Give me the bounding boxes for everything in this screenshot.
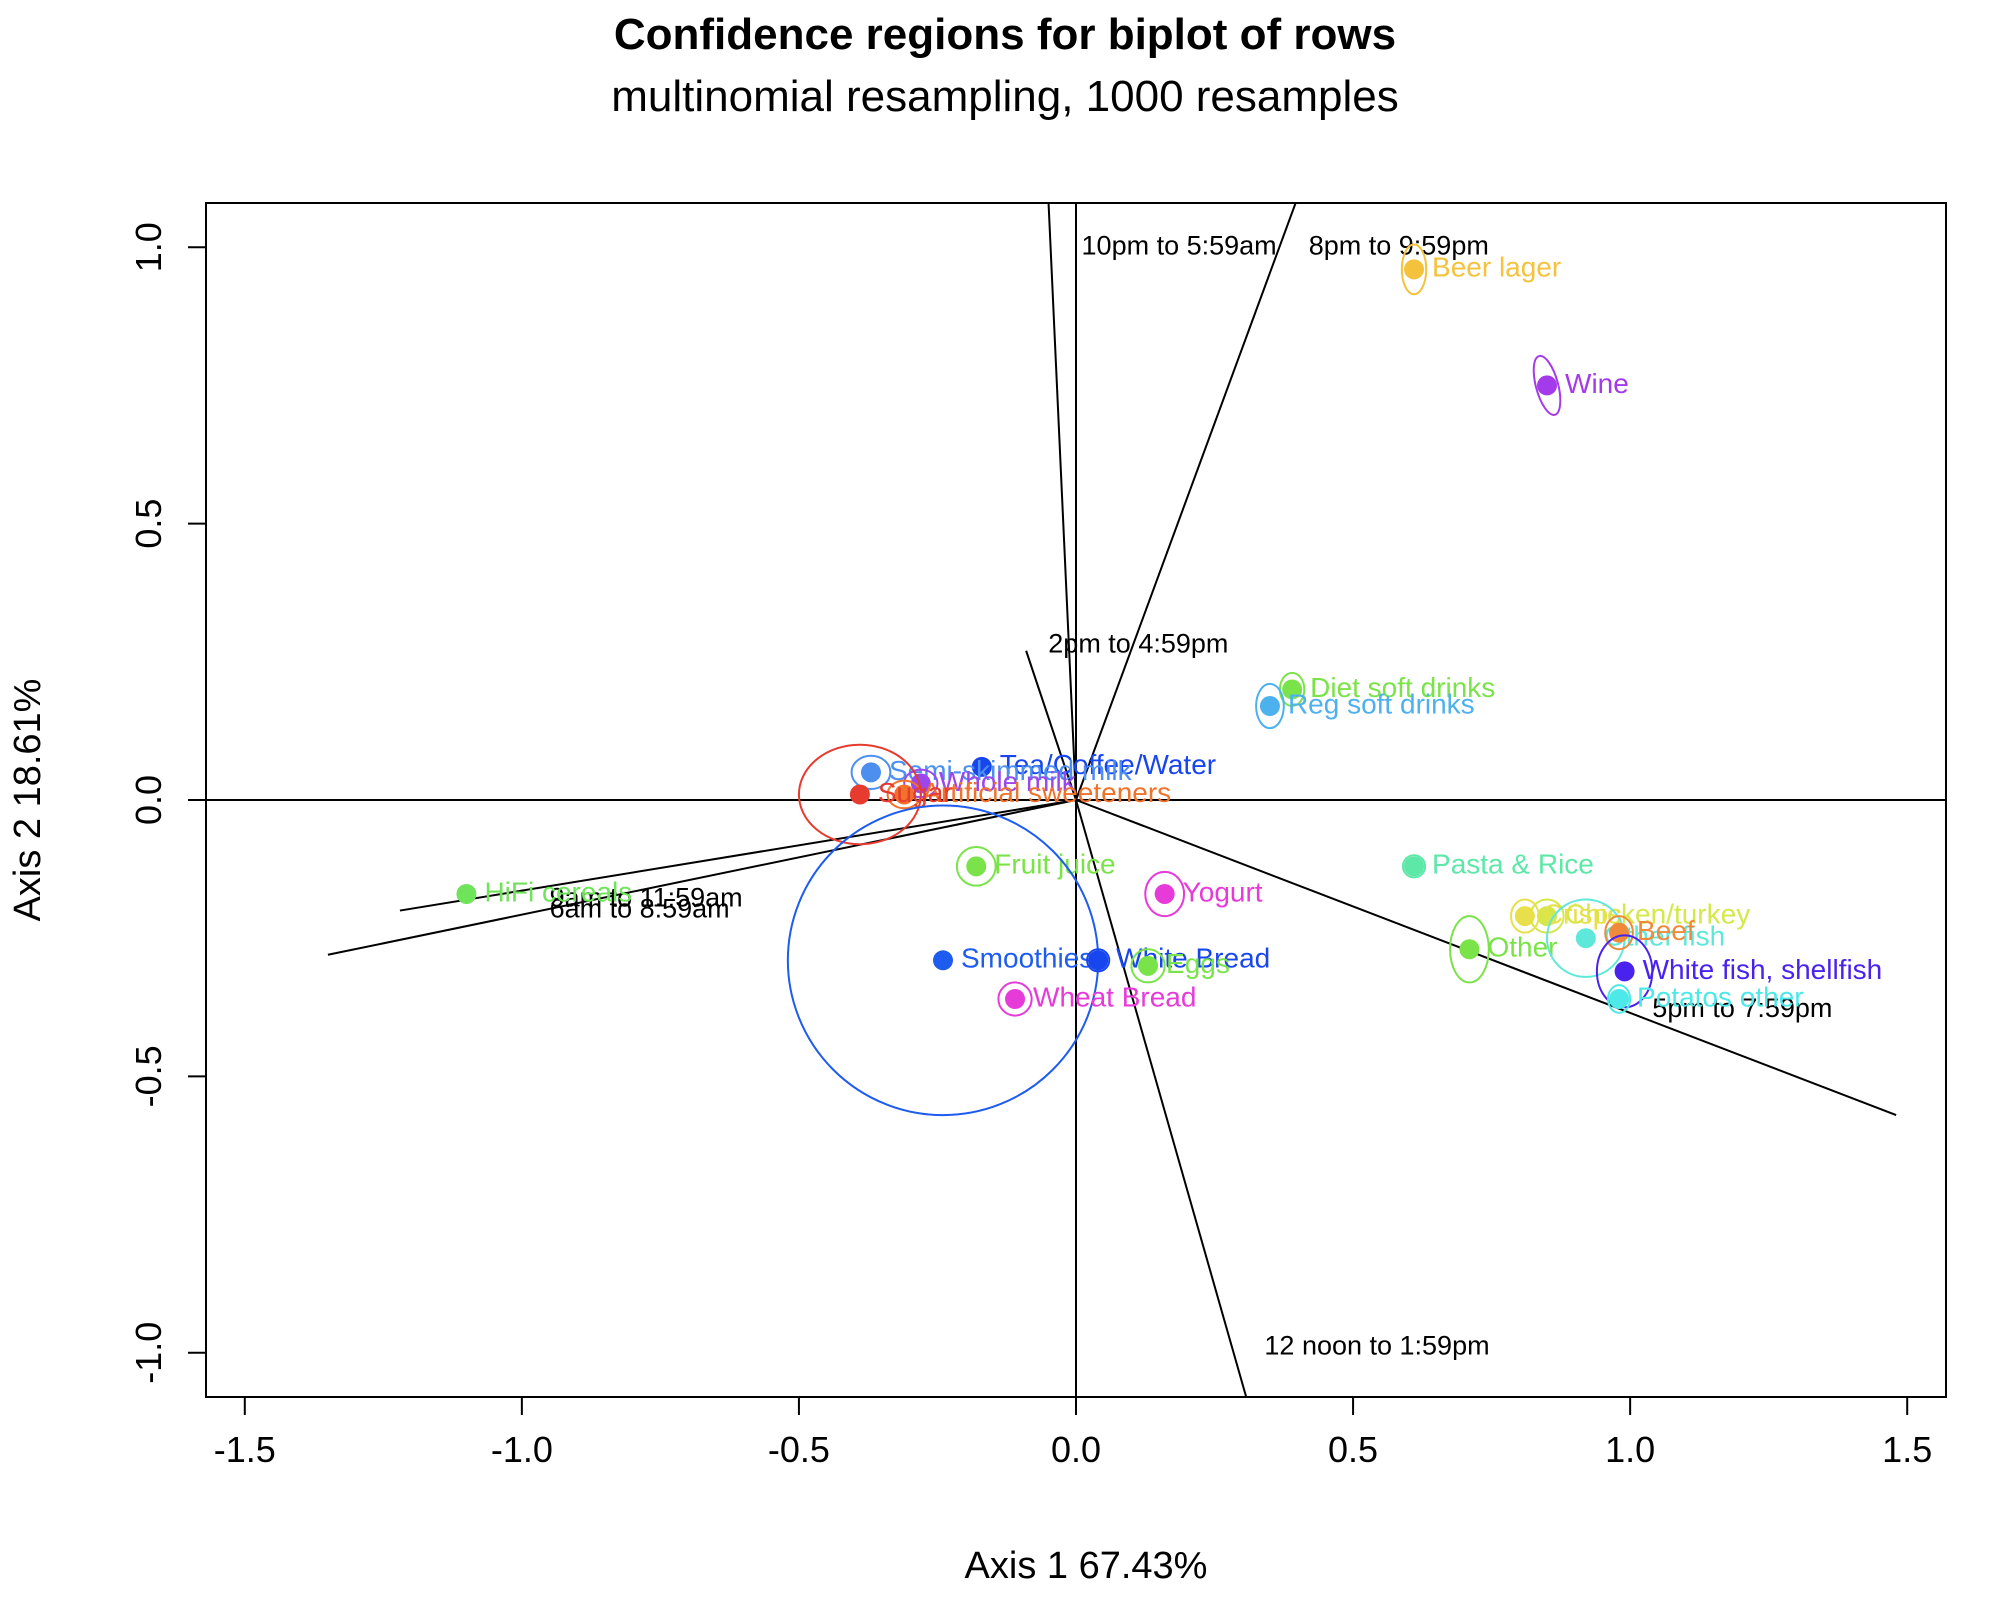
x-tick-label: -1.0 bbox=[491, 1429, 553, 1470]
point-label: Whole milk bbox=[939, 766, 1077, 797]
x-tick-label: 0.0 bbox=[1051, 1429, 1101, 1470]
point-label: Sugar bbox=[878, 777, 953, 808]
point-label: Diet soft drinks bbox=[1310, 672, 1495, 703]
chart-title: Confidence regions for biplot of rows bbox=[613, 10, 1397, 59]
y-tick-label: 0.5 bbox=[128, 499, 169, 549]
vector-label: 12 noon to 1:59pm bbox=[1264, 1330, 1489, 1360]
confidence-ellipse bbox=[1449, 915, 1490, 984]
point-label: Smoothies bbox=[961, 943, 1093, 974]
confidence-ellipse bbox=[1606, 984, 1632, 1014]
biplot-vector bbox=[1075, 203, 1297, 801]
biplot-vector bbox=[399, 799, 1077, 912]
y-axis-label: Axis 2 18.61% bbox=[7, 679, 49, 922]
vector-layer: 10pm to 5:59am 8pm to 9:59pm 2pm to 4:59pm… bbox=[206, 203, 1946, 1397]
data-point bbox=[1609, 989, 1630, 1009]
confidence-ellipse bbox=[1255, 682, 1285, 730]
biplot-vector bbox=[327, 799, 1077, 956]
vector-label: 9am to 11:59am bbox=[550, 883, 743, 913]
x-tick-label: -1.5 bbox=[214, 1429, 276, 1470]
point-label: Beef bbox=[1637, 915, 1695, 946]
x-tick-label: 1.0 bbox=[1605, 1429, 1655, 1470]
axes-layer: -1.5 -1.0 -0.5 0.0 0.5 1.0 1.5 -1.0 -0.5 0.0 0.5 1.… bbox=[7, 202, 1947, 1587]
y-tick-label: -1.0 bbox=[128, 1322, 169, 1384]
confidence-ellipse bbox=[1604, 915, 1634, 951]
data-point bbox=[1459, 939, 1480, 960]
data-point bbox=[1514, 906, 1535, 927]
y-tick-label: -0.5 bbox=[128, 1045, 169, 1107]
data-point bbox=[1005, 989, 1026, 1009]
data-point bbox=[1259, 696, 1280, 717]
biplot-vector bbox=[1047, 203, 1077, 801]
confidence-ellipse bbox=[997, 981, 1033, 1017]
data-point bbox=[1282, 679, 1303, 700]
biplot-vector bbox=[1075, 799, 1248, 1397]
point-label: Pasta & Rice bbox=[1432, 849, 1594, 880]
data-point bbox=[1404, 259, 1425, 280]
point-label: Wine bbox=[1565, 368, 1629, 399]
point-label: Tea/Coffee/Water bbox=[1000, 749, 1216, 780]
x-tick-label: -0.5 bbox=[768, 1429, 830, 1470]
point-label: Other bbox=[1487, 932, 1557, 963]
data-point bbox=[966, 856, 987, 877]
point-label: Chicken/turkey bbox=[1565, 898, 1750, 929]
vector-label: 8pm to 9:59pm bbox=[1309, 230, 1489, 260]
point-label: HiFi cereals bbox=[484, 876, 632, 907]
y-tick-label: 0.0 bbox=[128, 775, 169, 825]
point-label: Artificial sweeteners bbox=[922, 777, 1171, 808]
y-tick-label: 1.0 bbox=[128, 222, 169, 272]
confidence-ellipse bbox=[1510, 898, 1540, 934]
data-point bbox=[1614, 961, 1635, 982]
confidence-ellipse bbox=[1130, 948, 1166, 984]
point-label: Beer lager bbox=[1432, 252, 1561, 283]
data-point bbox=[860, 762, 881, 783]
data-point bbox=[849, 784, 870, 805]
x-tick-label: 1.5 bbox=[1882, 1429, 1932, 1470]
confidence-ellipse bbox=[797, 743, 922, 846]
confidence-ellipse bbox=[1401, 854, 1427, 879]
data-point bbox=[1154, 883, 1175, 904]
data-point bbox=[971, 756, 992, 777]
data-point bbox=[910, 773, 931, 794]
point-label: Reg soft drinks bbox=[1288, 688, 1475, 719]
confidence-ellipse bbox=[1086, 948, 1111, 973]
data-point bbox=[1537, 375, 1558, 396]
data-point bbox=[456, 883, 477, 904]
vector-label: 2pm to 4:59pm bbox=[1048, 628, 1228, 658]
point-label: Eggs bbox=[1166, 948, 1230, 979]
point-label: Wheat Bread bbox=[1033, 981, 1196, 1012]
data-point bbox=[1537, 906, 1558, 927]
data-point bbox=[1404, 856, 1425, 877]
confidence-ellipse bbox=[1144, 870, 1186, 918]
confidence-ellipse bbox=[1400, 243, 1428, 296]
data-point bbox=[1575, 928, 1596, 949]
data-point bbox=[1138, 955, 1159, 976]
biplot-vector bbox=[1025, 650, 1077, 801]
x-axis-label: Axis 1 67.43% bbox=[965, 1545, 1208, 1587]
vector-label: 5pm to 7:59pm bbox=[1652, 993, 1832, 1023]
biplot-vector bbox=[1075, 799, 1897, 1117]
vector-label: 6am to 8:59am bbox=[550, 894, 730, 924]
point-label: Potatos other bbox=[1637, 981, 1804, 1012]
confidence-ellipse bbox=[1532, 354, 1562, 416]
confidence-ellipse bbox=[955, 845, 997, 887]
point-label: Yogurt bbox=[1183, 876, 1263, 907]
point-label: White fish, shellfish bbox=[1643, 954, 1883, 985]
vector-label: 10pm to 5:59am bbox=[1082, 230, 1277, 260]
data-point bbox=[933, 950, 954, 971]
data-point bbox=[1088, 950, 1109, 971]
chart-subtitle: multinomial resampling, 1000 resamples bbox=[611, 72, 1399, 121]
confidence-ellipse bbox=[850, 754, 892, 790]
x-tick-label: 0.5 bbox=[1328, 1429, 1378, 1470]
data-point bbox=[894, 784, 915, 805]
